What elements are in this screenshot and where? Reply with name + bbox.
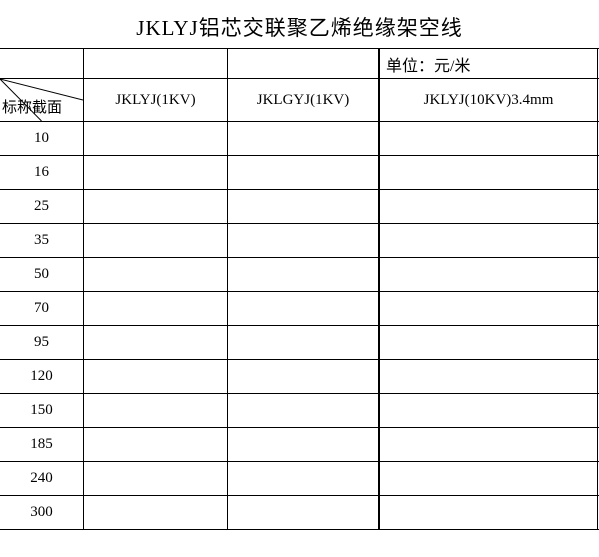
cell-c3	[380, 360, 598, 393]
cell-c1	[84, 190, 228, 223]
cell-c1	[84, 394, 228, 427]
cell-c1	[84, 462, 228, 495]
cell-c2	[228, 394, 380, 427]
table-row: 240	[0, 462, 599, 496]
cell-section: 25	[0, 190, 84, 223]
unit-label-cell: 单位：元/米	[380, 49, 598, 78]
table-row: 120	[0, 360, 599, 394]
cell-c3	[380, 496, 598, 529]
header-col3: JKLYJ(10KV)3.4mm	[380, 79, 598, 121]
table-row: 185	[0, 428, 599, 462]
cell-c1	[84, 292, 228, 325]
header-col2: JKLGYJ(1KV)	[228, 79, 380, 121]
cell-section: 95	[0, 326, 84, 359]
cell-c1	[84, 258, 228, 291]
cell-c2	[228, 462, 380, 495]
cell-c2	[228, 190, 380, 223]
table-row: 35	[0, 224, 599, 258]
cell-c2	[228, 122, 380, 155]
table-row: 70	[0, 292, 599, 326]
cell-c2	[228, 224, 380, 257]
cell-c2	[228, 428, 380, 461]
cell-c3	[380, 326, 598, 359]
cell-c3	[380, 122, 598, 155]
cell-c2	[228, 496, 380, 529]
cell-section: 240	[0, 462, 84, 495]
header-section: 标称截面	[0, 79, 84, 121]
cell-section: 150	[0, 394, 84, 427]
table-row: 150	[0, 394, 599, 428]
table-header-row: 标称截面 JKLYJ(1KV) JKLGYJ(1KV) JKLYJ(10KV)3…	[0, 78, 599, 122]
cell-c1	[84, 326, 228, 359]
cell-c2	[228, 156, 380, 189]
cell-c2	[228, 258, 380, 291]
cell-c1	[84, 156, 228, 189]
cell-c3	[380, 190, 598, 223]
cell-section: 50	[0, 258, 84, 291]
cell-c3	[380, 394, 598, 427]
price-table-container: JKLYJ铝芯交联聚乙烯绝缘架空线 单位：元/米 标称截面 JKLYJ(1KV)…	[0, 0, 599, 557]
cell-c1	[84, 428, 228, 461]
table-row: 16	[0, 156, 599, 190]
cell-c3	[380, 258, 598, 291]
cell-c1	[84, 122, 228, 155]
unit-spacer-2	[228, 49, 380, 78]
cell-section: 16	[0, 156, 84, 189]
table-body: 10162535507095120150185240300	[0, 122, 599, 530]
cell-section: 300	[0, 496, 84, 529]
header-col1: JKLYJ(1KV)	[84, 79, 228, 121]
header-col0-label: 标称截面	[2, 96, 62, 117]
table-row: 95	[0, 326, 599, 360]
cell-c2	[228, 360, 380, 393]
cell-section: 185	[0, 428, 84, 461]
cell-c2	[228, 292, 380, 325]
cell-section: 120	[0, 360, 84, 393]
cell-c1	[84, 360, 228, 393]
cell-c3	[380, 156, 598, 189]
table-row: 300	[0, 496, 599, 530]
cell-c3	[380, 428, 598, 461]
unit-spacer-1	[84, 49, 228, 78]
cell-c3	[380, 292, 598, 325]
cell-c3	[380, 224, 598, 257]
cell-c3	[380, 462, 598, 495]
table-title: JKLYJ铝芯交联聚乙烯绝缘架空线	[0, 0, 599, 48]
cell-c2	[228, 326, 380, 359]
cell-section: 70	[0, 292, 84, 325]
cell-section: 35	[0, 224, 84, 257]
cell-section: 10	[0, 122, 84, 155]
table-row: 25	[0, 190, 599, 224]
cell-c1	[84, 496, 228, 529]
table-row: 50	[0, 258, 599, 292]
unit-spacer-0	[0, 49, 84, 78]
unit-row: 单位：元/米	[0, 48, 599, 78]
table-row: 10	[0, 122, 599, 156]
cell-c1	[84, 224, 228, 257]
